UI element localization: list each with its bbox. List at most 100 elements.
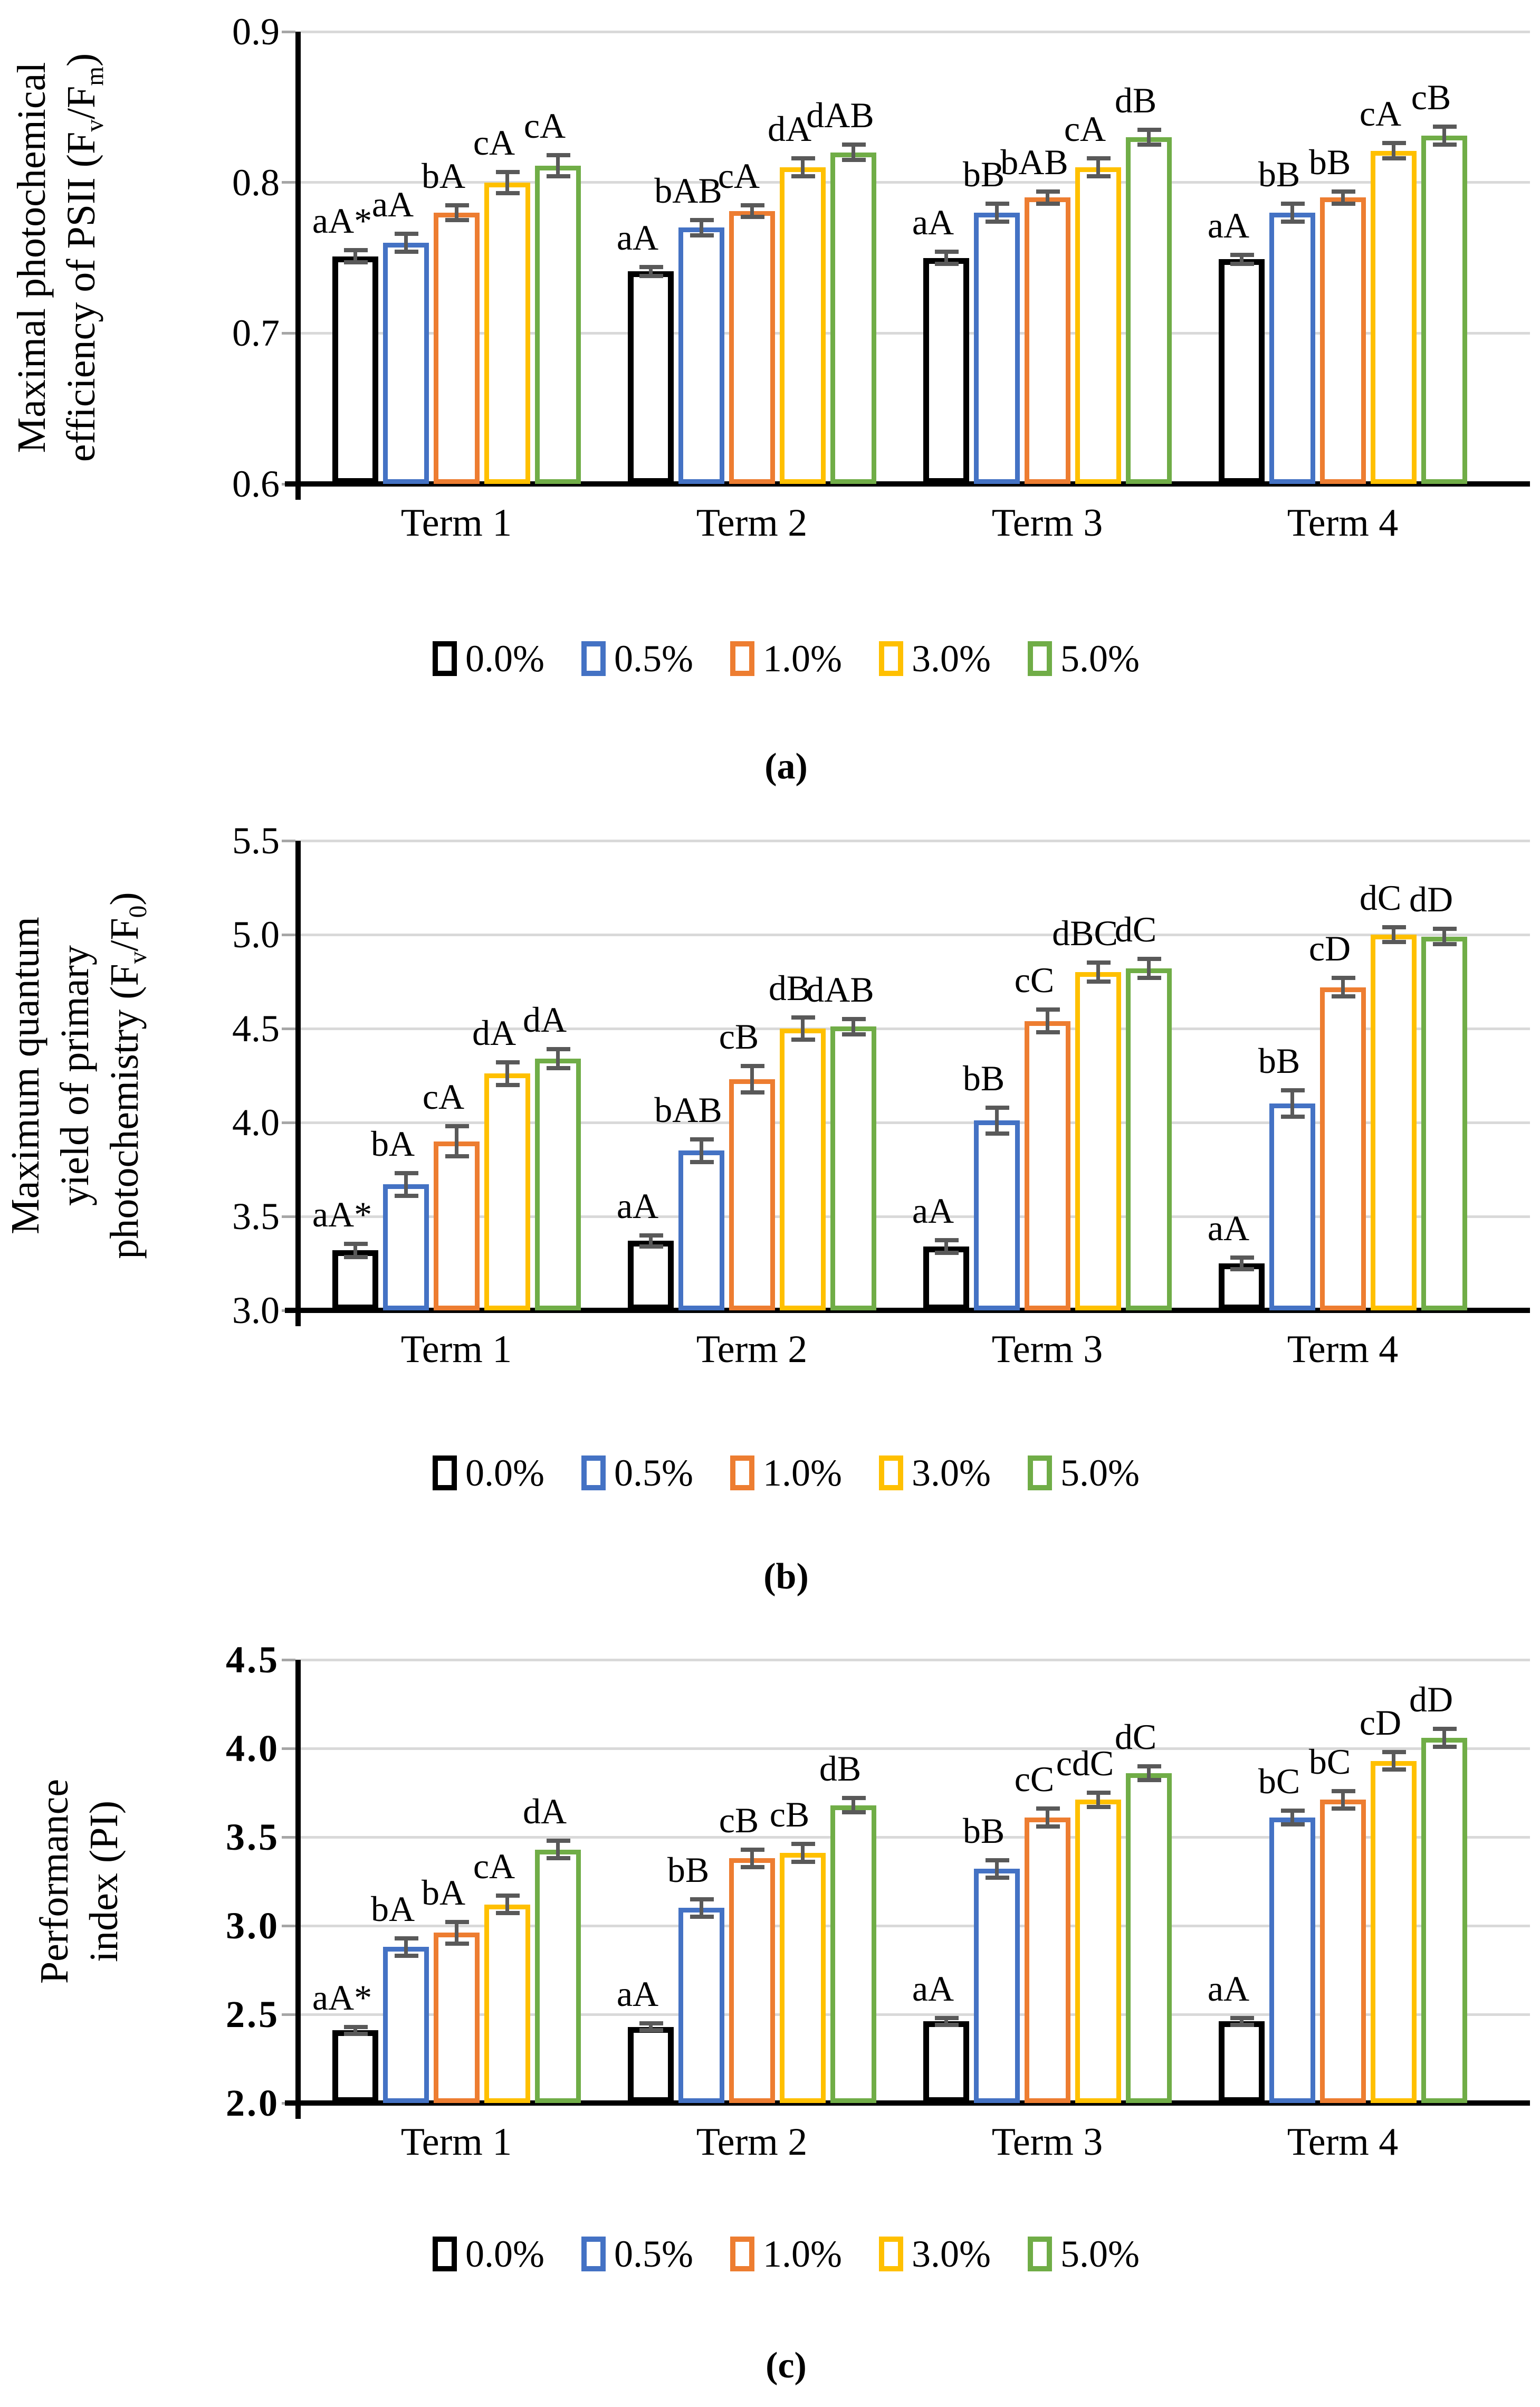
sig-label: cB (719, 1800, 759, 1840)
error-bar-cap (1432, 1744, 1457, 1749)
x-axis-line (285, 481, 1530, 487)
error-bar-cap (546, 1838, 570, 1843)
error-bar (1392, 1752, 1395, 1770)
error-bar-cap (841, 142, 866, 147)
legend-label: 0.5% (614, 638, 693, 680)
y-axis-title-text: Performance index (PI) (30, 1779, 129, 1984)
bar (332, 2030, 378, 2103)
error-bar-cap (1382, 141, 1406, 146)
error-bar-cap (1432, 124, 1457, 129)
bar (628, 1241, 674, 1310)
error-bar-cap (1086, 156, 1111, 160)
bar (1075, 1800, 1121, 2103)
legend-item: 3.0% (878, 2233, 991, 2275)
error-bar-cap (690, 1137, 714, 1142)
tick-mark (282, 1121, 295, 1124)
legend-item: 3.0% (878, 639, 991, 679)
sig-label: bAB (1000, 141, 1068, 182)
title-text: efficiency of PSII (F (59, 131, 103, 462)
bar (1025, 1021, 1070, 1310)
bar (678, 1908, 724, 2103)
y-tick-label: 0.9 (232, 11, 280, 53)
sig-label: aA (912, 1190, 954, 1231)
bar (628, 2027, 674, 2103)
tick-mark (282, 1835, 295, 1839)
error-bar (649, 1235, 653, 1247)
error-bar-cap (1036, 1030, 1060, 1035)
y-axis-line (295, 32, 301, 500)
error-bar (1442, 126, 1446, 145)
error-bar-cap (1280, 201, 1305, 206)
bar (383, 1184, 429, 1310)
legend-label: 0.0% (465, 2233, 545, 2275)
sig-label: dB (768, 967, 811, 1008)
sig-label: bB (962, 154, 1005, 194)
y-tick-label: 3.0 (232, 1289, 280, 1331)
y-axis-title: Performance index (PI) (0, 1565, 158, 2198)
error-bar-cap (690, 1897, 714, 1901)
error-bar (801, 158, 805, 177)
legend-swatch (581, 2237, 606, 2271)
bar (383, 242, 429, 484)
error-bar-cap (394, 231, 418, 236)
error-bar-cap (740, 1865, 764, 1870)
y-tick-label: 2.5 (226, 1993, 280, 2035)
tick-mark (282, 1215, 295, 1218)
error-bar-cap (985, 1858, 1009, 1862)
bar (974, 1869, 1020, 2103)
error-bar-cap (740, 215, 764, 220)
bar (1269, 1103, 1315, 1310)
error-bar (1046, 1809, 1049, 1826)
error-bar-cap (1382, 1749, 1406, 1754)
legend-swatch (878, 1455, 903, 1490)
bar (923, 258, 969, 484)
error-bar (1341, 191, 1345, 204)
title-text: ) (102, 892, 147, 906)
error-bar-cap (934, 250, 959, 254)
error-bar-cap (394, 1936, 418, 1940)
sig-label: dA (767, 108, 812, 149)
sig-label: cA (1064, 108, 1106, 149)
bar (434, 212, 480, 484)
error-bar (556, 155, 560, 177)
error-bar (1240, 254, 1244, 264)
error-bar (944, 1240, 948, 1253)
error-bar-cap (690, 218, 714, 223)
y-axis-title: Maximum quantum yield of primary photochem… (3, 759, 161, 1392)
legend-item: 5.0% (1027, 1453, 1140, 1493)
legend-item: 1.0% (730, 2234, 842, 2274)
error-bar-cap (1137, 1764, 1161, 1768)
error-bar (944, 2018, 948, 2025)
error-bar (852, 1019, 855, 1034)
bar (1320, 1800, 1366, 2103)
error-bar-cap (791, 1860, 815, 1864)
legend-item: 1.0% (730, 639, 842, 679)
error-bar-cap (934, 1238, 959, 1242)
error-bar-cap (1036, 1806, 1060, 1811)
bar (1421, 136, 1467, 484)
subscript-text: v (81, 119, 109, 132)
plot-area: 4.5 4.0 3.5 3.0 2.5 2.0 aA* bA bA cA dA Term 1 aA bB c… (226, 1639, 1530, 2164)
error-bar (995, 203, 999, 222)
x-axis-label: Term 4 (1287, 2120, 1399, 2164)
x-axis-label: Term 4 (1287, 501, 1399, 545)
sig-label: aA (371, 184, 414, 224)
error-bar-cap (1230, 2015, 1254, 2020)
sig-label: cA (718, 155, 760, 196)
tick-mark (282, 331, 295, 335)
legend-swatch (1027, 641, 1052, 676)
legend-label: 3.0% (911, 2233, 991, 2275)
bar (332, 256, 378, 484)
error-bar-cap (1086, 979, 1111, 984)
legend-label: 3.0% (911, 1452, 991, 1494)
error-bar-cap (1137, 975, 1161, 980)
error-bar (505, 172, 509, 193)
error-bar-cap (791, 174, 815, 179)
error-bar-cap (934, 2023, 959, 2028)
error-bar-cap (1086, 174, 1111, 179)
tick-mark (282, 1924, 295, 1927)
gridline (301, 181, 1530, 184)
error-bar-cap (1230, 252, 1254, 257)
error-bar-cap (740, 203, 764, 207)
error-bar-cap (343, 248, 368, 253)
